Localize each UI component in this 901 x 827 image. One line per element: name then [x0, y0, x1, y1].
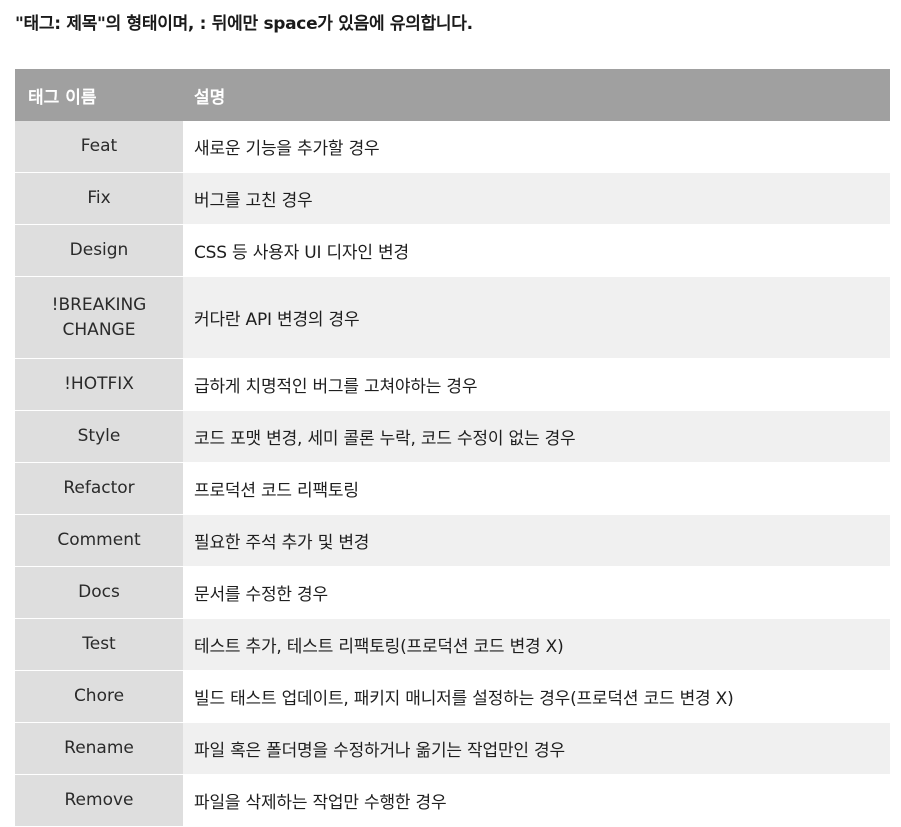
- tag-name: Style: [77, 426, 121, 447]
- table-row: !HOTFIX 급하게 치명적인 버그를 고쳐야하는 경우: [15, 358, 890, 411]
- tag-name: Comment: [57, 530, 141, 551]
- table-header-row: 태그 이름 설명: [15, 69, 890, 121]
- tag-name: Chore: [73, 686, 125, 707]
- tag-name: !BREAKING CHANGE: [51, 294, 147, 340]
- tag-name-cell: Refactor: [15, 462, 183, 515]
- tag-name-cell: Feat: [15, 121, 183, 173]
- tag-name-cell: Remove: [15, 774, 183, 827]
- tag-name-cell: Docs: [15, 566, 183, 619]
- table-row: Refactor 프로덕션 코드 리팩토링: [15, 462, 890, 515]
- tag-description: 문서를 수정한 경우: [183, 566, 890, 619]
- tag-description: 파일을 삭제하는 작업만 수행한 경우: [183, 774, 890, 827]
- tag-name: Feat: [80, 136, 118, 157]
- tag-description: 빌드 태스트 업데이트, 패키지 매니저를 설정하는 경우(프로덕션 코드 변경…: [183, 670, 890, 723]
- tag-name-cell: Chore: [15, 670, 183, 723]
- header-description: 설명: [183, 69, 890, 121]
- tag-description: CSS 등 사용자 UI 디자인 변경: [183, 224, 890, 277]
- table-row: Test 테스트 추가, 테스트 리팩토링(프로덕션 코드 변경 X): [15, 618, 890, 671]
- table-row: Rename 파일 혹은 폴더명을 수정하거나 옮기는 작업만인 경우: [15, 722, 890, 775]
- table-row: Fix 버그를 고친 경우: [15, 172, 890, 225]
- commit-tag-table: 태그 이름 설명 Feat 새로운 기능을 추가할 경우 Fix 버그를 고친 …: [15, 69, 890, 827]
- tag-name: Refactor: [63, 478, 135, 499]
- tag-description: 파일 혹은 폴더명을 수정하거나 옮기는 작업만인 경우: [183, 722, 890, 775]
- tag-name: Docs: [78, 582, 120, 603]
- tag-description: 테스트 추가, 테스트 리팩토링(프로덕션 코드 변경 X): [183, 618, 890, 671]
- tag-name-cell: Rename: [15, 722, 183, 775]
- tag-name: Design: [69, 240, 129, 261]
- tag-description: 급하게 치명적인 버그를 고쳐야하는 경우: [183, 358, 890, 411]
- table-row: !BREAKING CHANGE 커다란 API 변경의 경우: [15, 276, 890, 359]
- tag-name-cell: !BREAKING CHANGE: [15, 276, 183, 359]
- tag-name-cell: Comment: [15, 514, 183, 567]
- table-row: Feat 새로운 기능을 추가할 경우: [15, 121, 890, 173]
- tag-description: 필요한 주석 추가 및 변경: [183, 514, 890, 567]
- tag-description: 프로덕션 코드 리팩토링: [183, 462, 890, 515]
- tag-name: Remove: [64, 790, 134, 811]
- tag-description: 커다란 API 변경의 경우: [183, 276, 890, 359]
- tag-name-cell: !HOTFIX: [15, 358, 183, 411]
- tag-description: 새로운 기능을 추가할 경우: [183, 121, 890, 173]
- table-row: Style 코드 포맷 변경, 세미 콜론 누락, 코드 수정이 없는 경우: [15, 410, 890, 463]
- tag-name: !HOTFIX: [64, 374, 134, 395]
- tag-description: 버그를 고친 경우: [183, 172, 890, 225]
- tag-name: Rename: [64, 738, 134, 759]
- table-row: Design CSS 등 사용자 UI 디자인 변경: [15, 224, 890, 277]
- intro-note: "태그: 제목"의 형태이며, : 뒤에만 space가 있음에 유의합니다.: [15, 14, 473, 34]
- tag-name: Fix: [87, 188, 111, 209]
- tag-name-cell: Fix: [15, 172, 183, 225]
- table-row: Comment 필요한 주석 추가 및 변경: [15, 514, 890, 567]
- tag-name-cell: Style: [15, 410, 183, 463]
- table-row: Remove 파일을 삭제하는 작업만 수행한 경우: [15, 774, 890, 827]
- tag-name: Test: [82, 634, 116, 655]
- tag-description: 코드 포맷 변경, 세미 콜론 누락, 코드 수정이 없는 경우: [183, 410, 890, 463]
- tag-name-cell: Design: [15, 224, 183, 277]
- tag-name-cell: Test: [15, 618, 183, 671]
- table-row: Docs 문서를 수정한 경우: [15, 566, 890, 619]
- header-tag-name: 태그 이름: [15, 69, 183, 121]
- table-row: Chore 빌드 태스트 업데이트, 패키지 매니저를 설정하는 경우(프로덕션…: [15, 670, 890, 723]
